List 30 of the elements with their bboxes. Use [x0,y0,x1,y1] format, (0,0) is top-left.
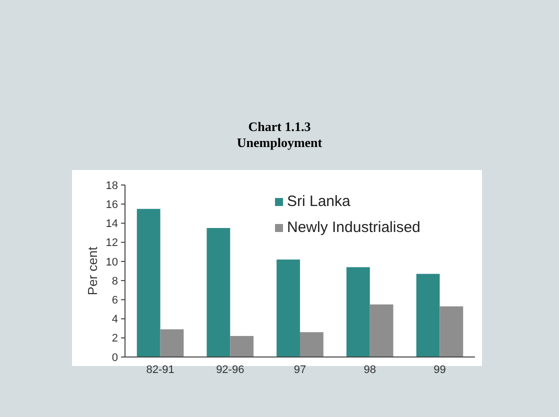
bar [416,274,440,357]
legend-label: Sri Lanka [287,193,352,210]
chart-subtitle: Unemployment [236,135,323,150]
y-tick-label: 0 [112,352,118,364]
x-tick-label: 98 [364,364,376,376]
bar [346,267,370,357]
y-tick-label: 14 [106,218,118,230]
bar [276,260,300,357]
x-tick-label: 82-91 [146,364,174,376]
y-axis-title: Per cent [85,246,100,296]
bar [300,332,324,357]
x-tick-label: 97 [294,364,306,376]
chart-title: Chart 1.1.3 [248,119,312,134]
y-tick-label: 10 [106,256,118,268]
y-tick-label: 12 [106,237,118,250]
bar [206,228,230,357]
y-tick-label: 8 [112,275,118,288]
bar [440,306,464,357]
legend-label: Newly Industrialised [287,219,420,236]
bar [230,336,254,357]
y-tick-label: 6 [112,294,118,307]
y-tick-label: 16 [106,198,118,211]
y-tick-label: 4 [112,314,118,326]
bar [136,208,160,357]
y-tick-label: 18 [106,180,118,192]
bar [370,304,394,357]
bar [160,329,184,357]
x-tick-label: 99 [434,364,446,376]
x-tick-label: 92-96 [216,364,244,376]
y-tick-label: 2 [112,332,118,345]
